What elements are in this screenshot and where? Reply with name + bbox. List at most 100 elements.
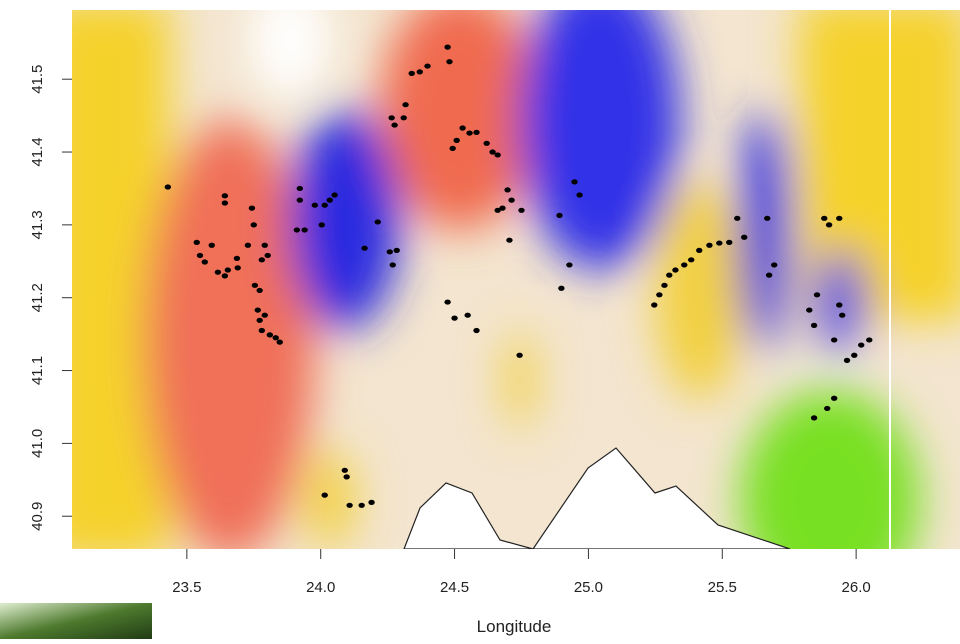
point (504, 187, 511, 193)
point (343, 474, 350, 480)
point (726, 239, 733, 245)
point (402, 102, 409, 108)
x-tick-label: 23.5 (172, 579, 201, 596)
point (516, 352, 523, 358)
point (250, 222, 257, 228)
point (741, 234, 748, 240)
point (449, 145, 456, 151)
point (258, 257, 266, 263)
point (248, 205, 256, 211)
point (734, 215, 741, 221)
point (400, 115, 407, 121)
point (221, 273, 229, 279)
x-axis-label: Longitude (477, 617, 552, 636)
x-tick-label: 25.5 (708, 579, 737, 596)
point (164, 184, 172, 190)
point (556, 212, 563, 219)
point (341, 467, 348, 473)
point (466, 130, 473, 136)
point (296, 197, 304, 203)
point (806, 307, 813, 313)
point (446, 59, 453, 65)
point (765, 272, 773, 278)
point (374, 219, 381, 225)
point (221, 200, 229, 206)
point (688, 257, 695, 263)
point (661, 282, 668, 288)
point (321, 202, 328, 208)
point (716, 240, 723, 246)
point (576, 192, 583, 198)
point (234, 265, 241, 271)
point (244, 242, 252, 248)
point (208, 242, 215, 248)
point (830, 337, 838, 343)
point (451, 315, 458, 321)
point (221, 193, 229, 199)
point (494, 152, 501, 158)
point (672, 267, 679, 273)
point (272, 335, 279, 341)
point (839, 312, 846, 318)
point (764, 215, 771, 221)
point (830, 395, 838, 401)
y-tick-label: 41.2 (29, 283, 46, 312)
point (444, 299, 451, 305)
thumbnail (0, 603, 152, 639)
point (389, 262, 396, 268)
point (506, 237, 513, 243)
point (866, 337, 873, 343)
point (196, 252, 204, 259)
point (810, 415, 818, 421)
point (444, 44, 451, 50)
point (318, 222, 325, 228)
point (276, 339, 283, 345)
point (836, 302, 843, 308)
point (264, 252, 271, 259)
x-tick-label: 24.0 (306, 579, 335, 596)
point (843, 357, 851, 363)
x-tick-label: 24.5 (440, 579, 469, 596)
point (266, 332, 274, 338)
point (201, 259, 208, 265)
point (321, 492, 328, 498)
point (473, 129, 480, 135)
point (326, 197, 334, 203)
point (361, 245, 368, 251)
point (824, 405, 831, 412)
point (771, 262, 778, 268)
y-tick-label: 41.0 (29, 429, 46, 458)
point (296, 185, 304, 192)
point (836, 215, 843, 221)
point (508, 197, 515, 203)
point (681, 262, 688, 268)
y-tick-label: 41.3 (29, 210, 46, 239)
point (224, 267, 232, 273)
point (408, 70, 415, 76)
field (72, 10, 960, 549)
point (483, 140, 490, 146)
y-tick-label: 41.5 (29, 65, 46, 94)
point (233, 255, 241, 261)
point (459, 125, 466, 131)
point (331, 192, 338, 198)
y-tick-label: 40.9 (29, 502, 46, 531)
point (254, 307, 261, 313)
point (473, 327, 480, 334)
point (666, 272, 673, 278)
point (518, 207, 525, 213)
point (416, 69, 423, 75)
y-tick-label: 41.4 (29, 137, 46, 166)
point (858, 342, 865, 348)
point (424, 63, 431, 69)
x-tick-label: 25.0 (574, 579, 603, 596)
point (346, 502, 353, 508)
point (656, 292, 663, 298)
point (386, 249, 393, 255)
point (391, 122, 398, 128)
point (499, 205, 506, 211)
point (821, 215, 828, 221)
point (651, 302, 658, 308)
